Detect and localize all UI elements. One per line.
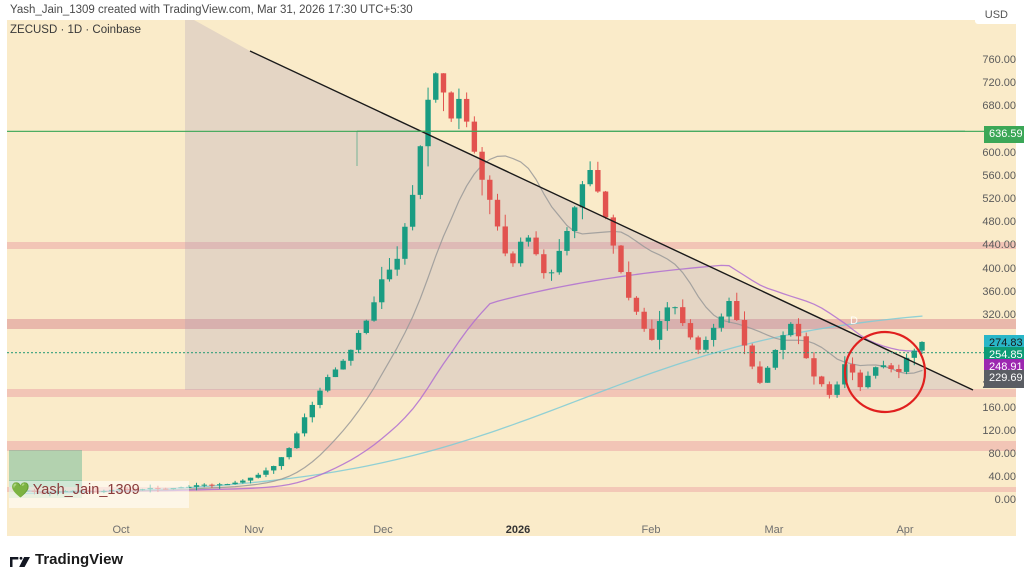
svg-text:D: D (850, 315, 858, 327)
